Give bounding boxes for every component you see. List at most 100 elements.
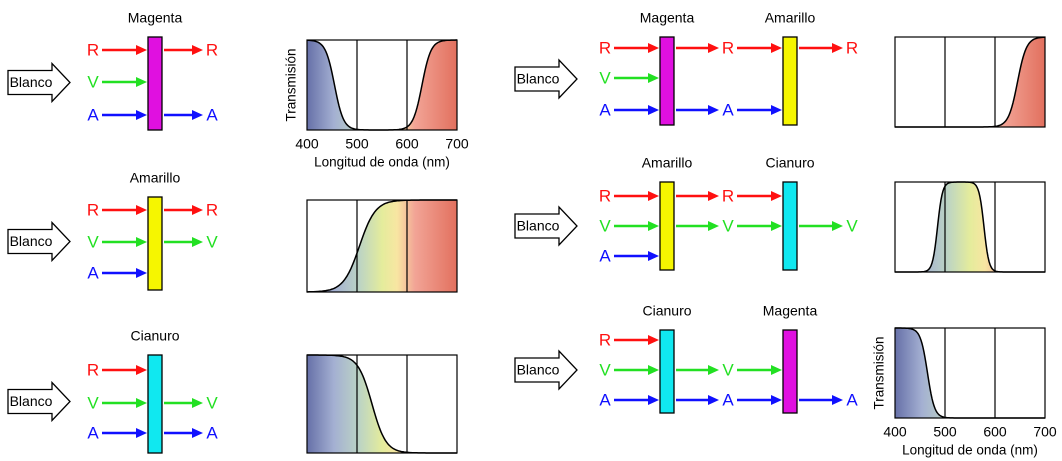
input-arrow [7, 380, 71, 423]
y-axis-label: Transmisión [284, 48, 299, 121]
light-label: A [206, 423, 218, 442]
filter-label: Magenta [128, 10, 183, 26]
transmission-curve [895, 181, 1045, 273]
arrow-head [136, 45, 147, 55]
transmission-curve [307, 354, 457, 454]
arrow-head [136, 205, 147, 215]
transmission-fill [307, 40, 457, 130]
light-label: V [846, 216, 858, 235]
light-label: A [599, 100, 611, 119]
arrow-head [771, 191, 782, 201]
filter [782, 181, 798, 271]
arrow-head [648, 251, 659, 261]
arrow-head [648, 395, 659, 405]
arrow-head [832, 395, 843, 405]
light-label: V [206, 393, 218, 412]
light-label: V [87, 72, 99, 91]
input-label: Blanco [517, 218, 560, 234]
arrow-head [192, 398, 203, 408]
x-tick-label: 600 [395, 136, 419, 152]
light-label: R [87, 200, 99, 219]
light-label: V [206, 232, 218, 251]
transmission-fill [895, 37, 1045, 128]
light-label: R [599, 38, 611, 57]
arrow-head [771, 395, 782, 405]
y-axis-label: Transmisión [872, 336, 887, 409]
light-label: V [599, 216, 611, 235]
filter-label: Cianuro [642, 303, 691, 319]
light-label: V [87, 393, 99, 412]
input-arrow [514, 58, 578, 100]
arrow-head [832, 221, 843, 231]
filter [147, 196, 163, 291]
arrow-head [771, 43, 782, 53]
transmission-curve [307, 199, 457, 293]
light-label: V [722, 360, 734, 379]
graph-frame [306, 354, 458, 454]
light-label: A [722, 100, 734, 119]
arrow-head [708, 365, 719, 375]
arrow-head [708, 221, 719, 231]
arrow-head [771, 221, 782, 231]
filter-label: Magenta [640, 10, 695, 26]
input-label: Blanco [517, 71, 560, 87]
filter-label: Magenta [763, 303, 818, 319]
arrow-head [648, 43, 659, 53]
x-tick-label: 400 [295, 136, 319, 152]
light-label: A [206, 105, 218, 124]
transmission-fill [307, 200, 457, 292]
light-label: A [599, 246, 611, 265]
filter [782, 329, 798, 414]
light-label: A [87, 263, 99, 282]
filter-label: Cianuro [130, 328, 179, 344]
light-label: R [722, 186, 734, 205]
input-arrow [514, 205, 578, 247]
light-label: R [206, 40, 218, 59]
transmission-fill [895, 182, 1045, 272]
transmission-curve [307, 39, 457, 131]
filter-label: Amarillo [765, 10, 816, 26]
x-tick-label: 700 [1033, 424, 1057, 440]
arrow-head [648, 221, 659, 231]
x-tick-label: 700 [445, 136, 469, 152]
input-label: Blanco [10, 74, 53, 90]
light-label: R [87, 360, 99, 379]
light-label: R [846, 38, 858, 57]
arrow-head [136, 365, 147, 375]
graph-frame [306, 199, 458, 293]
light-label: V [87, 232, 99, 251]
light-label: V [599, 68, 611, 87]
arrow-head [136, 77, 147, 87]
light-label: A [722, 390, 734, 409]
filter [147, 36, 163, 131]
arrow-head [771, 105, 782, 115]
light-label: A [599, 390, 611, 409]
light-label: R [599, 330, 611, 349]
filter-label: Amarillo [130, 170, 181, 186]
filter-label: Amarillo [642, 155, 693, 171]
arrow-head [192, 205, 203, 215]
arrow-head [708, 105, 719, 115]
input-label: Blanco [10, 393, 53, 409]
arrow-head [136, 428, 147, 438]
arrow-head [648, 191, 659, 201]
light-label: R [87, 40, 99, 59]
transmission-curve [895, 327, 1045, 419]
filter-label: Cianuro [765, 155, 814, 171]
arrow-head [648, 73, 659, 83]
x-axis-label: Longitud de onda (nm) [902, 443, 1038, 458]
filter [782, 36, 798, 126]
arrow-head [708, 191, 719, 201]
arrow-head [192, 45, 203, 55]
arrow-head [648, 365, 659, 375]
arrow-head [708, 43, 719, 53]
arrow-head [136, 110, 147, 120]
input-label: Blanco [517, 362, 560, 378]
arrow-head [136, 268, 147, 278]
input-label: Blanco [10, 233, 53, 249]
light-label: V [599, 360, 611, 379]
arrow-head [648, 335, 659, 345]
light-label: A [846, 390, 858, 409]
arrow-head [136, 398, 147, 408]
